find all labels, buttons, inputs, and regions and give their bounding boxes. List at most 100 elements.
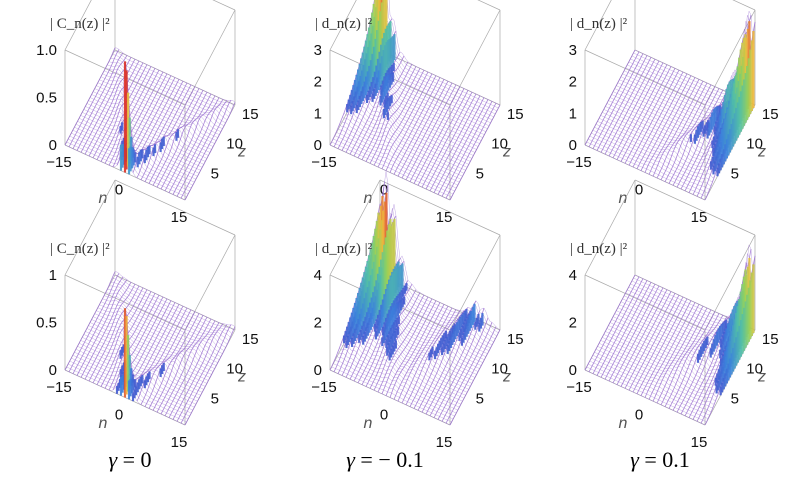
mesh-line-z [96, 310, 217, 366]
z-tick-label: 15 [762, 331, 779, 348]
mesh-line-z [114, 47, 236, 103]
mesh-line-z [591, 357, 712, 412]
v-tick-label: 0 [569, 137, 577, 154]
z-tick-label: 10 [491, 361, 508, 378]
v-tick-label: 1 [314, 105, 322, 122]
n-tick-label: 15 [436, 209, 453, 226]
mesh-line-z [587, 138, 709, 194]
caption-value: = − 0.1 [354, 447, 424, 472]
mesh-line-z [594, 126, 715, 178]
mesh-line-z [91, 319, 212, 375]
mesh-line-z [375, 0, 496, 115]
n-tick-label: −15 [566, 379, 591, 396]
n-axis-label: n [364, 415, 373, 432]
mesh-line-z [357, 69, 479, 147]
mesh-line-z [66, 315, 187, 423]
panel-title: | d_n(z) |² [315, 16, 373, 32]
mesh-line-z [113, 50, 234, 107]
z-axis-label: z [502, 369, 511, 386]
n-axis-label: n [99, 415, 108, 432]
caption-value: = 0.1 [638, 447, 690, 472]
v-tick-label: 0.5 [36, 315, 57, 332]
mesh-line-z [99, 79, 220, 135]
mesh-line-z [97, 82, 218, 138]
mesh-line-z [584, 144, 706, 201]
mesh-line-z [89, 97, 211, 153]
v-tick-label: 0 [314, 362, 322, 379]
mesh-line-z [91, 94, 212, 150]
v-tick-label: 4 [314, 267, 322, 284]
z-tick-label: 5 [476, 165, 484, 182]
mesh-line-n [176, 324, 228, 422]
v-tick-label: 3 [569, 42, 577, 59]
mesh-line-z [113, 274, 234, 331]
mesh-line-z [82, 337, 203, 393]
z-tick-label: 5 [731, 165, 739, 182]
mesh-line-z [345, 108, 466, 171]
mesh-line-z [619, 304, 740, 344]
z-axis-label: z [237, 369, 246, 386]
mesh-line-z [86, 103, 208, 159]
mesh-line-z [334, 135, 455, 192]
z-axis-label: z [237, 144, 246, 161]
mesh-line-z [359, 63, 480, 144]
mesh-line-z [600, 115, 721, 162]
mesh-line-z [342, 116, 463, 177]
mesh-line-z [595, 123, 717, 174]
mesh-line-z [611, 94, 732, 137]
mesh-line-z [612, 91, 734, 132]
mesh-line-z [606, 103, 728, 148]
z-tick-label: 10 [226, 136, 243, 153]
mesh-line-z [586, 141, 707, 197]
mesh-line-z [339, 347, 460, 408]
mesh-line-z [605, 331, 726, 378]
mesh-line-z [102, 73, 223, 129]
mesh-line-z [74, 351, 195, 408]
box-edge [212, 0, 236, 11]
mesh-line-z [612, 316, 734, 360]
mesh-line-z [598, 118, 720, 166]
v-tick-label: 3 [314, 42, 322, 59]
mesh-line-z [356, 74, 477, 150]
caption-value: = 0 [117, 447, 152, 472]
z-tick-label: 15 [242, 331, 259, 348]
v-tick-label: 0 [314, 137, 322, 154]
caption-symbol: γ [346, 447, 355, 472]
caption-symbol: γ [108, 447, 118, 472]
z-axis-label: z [757, 144, 766, 161]
n-tick-label: −15 [311, 379, 336, 396]
mesh-line-z [108, 285, 229, 342]
box-edge [329, 179, 381, 276]
box-edge [449, 234, 501, 331]
mesh-line-z [329, 144, 451, 201]
v-tick-label: 0.5 [36, 90, 57, 107]
mesh-line-z [75, 348, 197, 405]
v-tick-label: 1 [569, 105, 577, 122]
z-tick-label: 5 [476, 390, 484, 407]
mesh-line-z [104, 295, 225, 351]
caption-gamma-pos: γ = 0.1 [630, 447, 690, 473]
mesh-line-z [100, 76, 222, 132]
panel-title: | d_n(z) |² [570, 16, 628, 32]
mesh-line-z [611, 319, 732, 364]
mesh-line-z [343, 335, 465, 399]
mesh-line-z [88, 325, 209, 381]
mesh-line-z [69, 117, 190, 192]
box-edge [64, 179, 116, 276]
mesh-line-z [332, 138, 454, 195]
mesh-line-z [67, 335, 189, 420]
mesh-line-z [332, 363, 454, 420]
mesh-line-z [83, 334, 204, 390]
mesh-line-z [350, 314, 471, 387]
mesh-line-z [107, 289, 228, 345]
z-axis-label: z [502, 144, 511, 161]
n-tick-label: −15 [311, 154, 336, 171]
mesh-line-z [353, 85, 474, 156]
panel-title: | C_n(z) |² [50, 241, 110, 257]
mesh-line-z [353, 304, 474, 381]
mesh-line-z [114, 271, 236, 327]
box-edge [379, 179, 501, 236]
